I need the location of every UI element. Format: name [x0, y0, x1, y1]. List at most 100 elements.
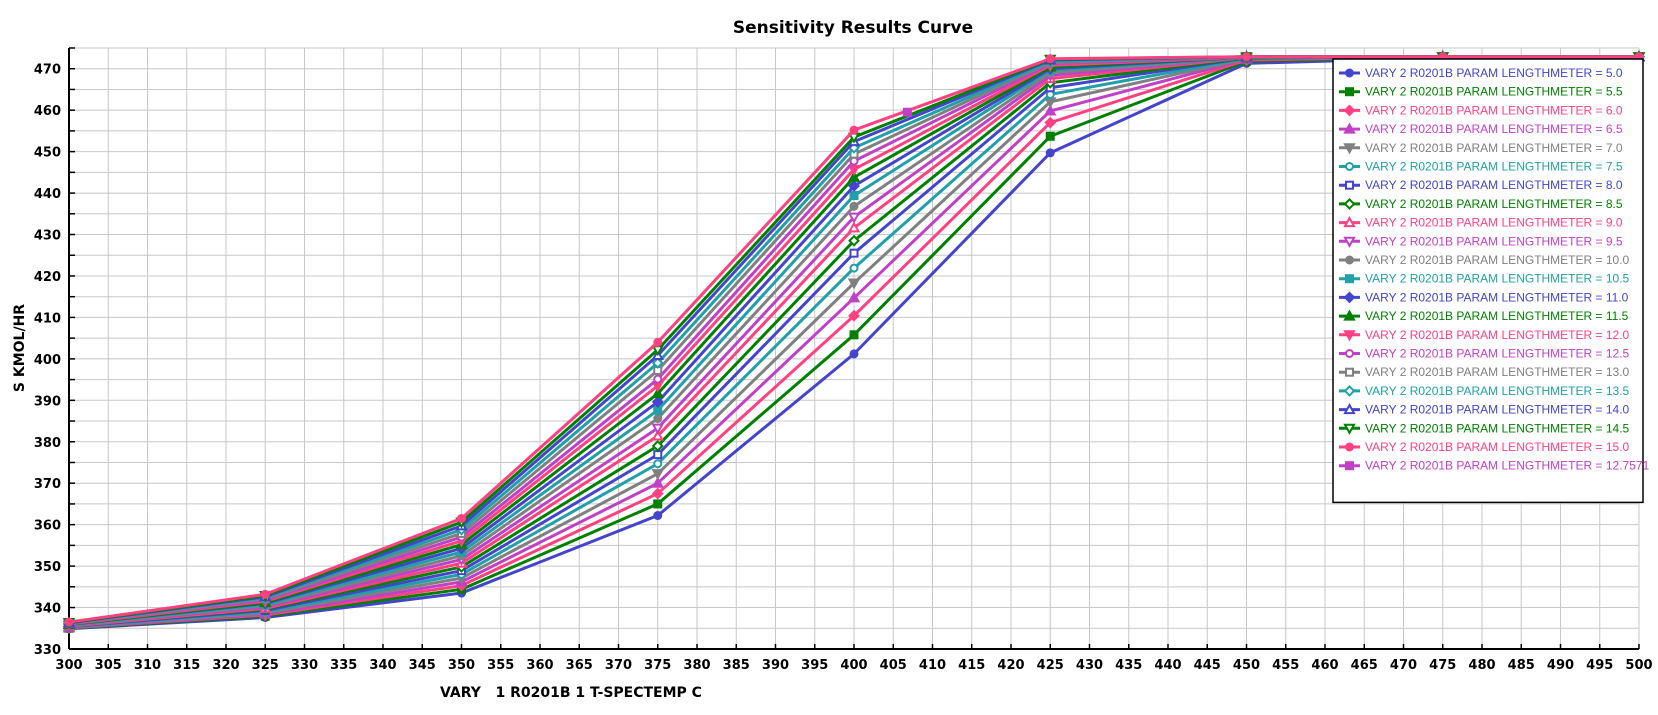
x-tick-label: 420 [997, 658, 1024, 673]
data-point [1045, 148, 1055, 158]
x-tick-label: 340 [369, 658, 396, 673]
x-tick-label: 450 [1233, 658, 1260, 673]
legend-label: VARY 2 R0201B PARAM LENGTHMETER = 11.5 [1365, 309, 1629, 323]
x-tick-label: 500 [1625, 658, 1652, 673]
legend-item: VARY 2 R0201B PARAM LENGTHMETER = 6.0 [1339, 103, 1623, 117]
x-tick-label: 435 [1115, 658, 1142, 673]
data-point [849, 201, 859, 211]
x-tick-label: 485 [1508, 658, 1535, 673]
legend-item: VARY 2 R0201B PARAM LENGTHMETER = 12.757… [1339, 459, 1650, 473]
x-tick-label: 415 [958, 658, 985, 673]
legend-marker [1343, 423, 1356, 435]
legend-label: VARY 2 R0201B PARAM LENGTHMETER = 11.0 [1365, 290, 1629, 304]
legend-item: VARY 2 R0201B PARAM LENGTHMETER = 6.5 [1339, 122, 1623, 136]
data-point [651, 423, 664, 435]
y-tick-label: 360 [34, 519, 61, 534]
y-tick-label: 340 [34, 602, 61, 617]
data-point [847, 170, 861, 182]
legend-marker [1345, 162, 1354, 171]
legend-label: VARY 2 R0201B PARAM LENGTHMETER = 6.0 [1365, 103, 1623, 117]
x-tick-label: 380 [683, 658, 710, 673]
x-tick-label: 320 [212, 658, 239, 673]
y-tick-label: 330 [34, 643, 61, 658]
legend-label: VARY 2 R0201B PARAM LENGTHMETER = 15.0 [1365, 440, 1630, 454]
legend-item: VARY 2 R0201B PARAM LENGTHMETER = 10.0 [1339, 253, 1630, 267]
data-point [1242, 52, 1251, 62]
legend-item: VARY 2 R0201B PARAM LENGTHMETER = 8.0 [1339, 178, 1623, 192]
y-tick-label: 470 [34, 63, 61, 78]
data-point [260, 589, 270, 599]
data-point [849, 248, 859, 258]
legend-label: VARY 2 R0201B PARAM LENGTHMETER = 10.0 [1365, 253, 1630, 267]
data-point [651, 439, 664, 452]
data-point [848, 180, 860, 192]
x-tick-label: 440 [1154, 658, 1181, 673]
data-point [902, 107, 912, 117]
data-point [1045, 131, 1055, 141]
legend-marker [1345, 442, 1354, 452]
x-tick-label: 405 [880, 658, 907, 673]
legend-item: VARY 2 R0201B PARAM LENGTHMETER = 9.0 [1339, 216, 1623, 230]
chart-title: Sensitivity Results Curve [733, 18, 973, 38]
series-layer [62, 50, 1646, 634]
y-axis-title: S KMOL/HR [12, 304, 28, 392]
x-tick-label: 455 [1272, 658, 1299, 673]
legend-label: VARY 2 R0201B PARAM LENGTHMETER = 7.5 [1365, 160, 1623, 174]
legend-label: VARY 2 R0201B PARAM LENGTHMETER = 14.5 [1365, 421, 1630, 435]
x-tick-label: 395 [801, 658, 828, 673]
x-tick-label: 365 [566, 658, 593, 673]
y-tick-label: 450 [34, 146, 61, 161]
legend-marker [1343, 384, 1356, 397]
data-point [1044, 104, 1057, 116]
data-point [848, 309, 860, 322]
data-point [457, 513, 466, 523]
data-point [847, 212, 861, 224]
legend-item: VARY 2 R0201B PARAM LENGTHMETER = 12.0 [1339, 328, 1630, 342]
legend-marker [1345, 367, 1354, 377]
data-point [849, 330, 859, 340]
x-axis-title: VARY 1 R0201B 1 T-SPECTEMP C [440, 685, 702, 701]
data-point [847, 164, 861, 176]
y-tick-label: 460 [34, 104, 61, 119]
y-tick-label: 410 [34, 311, 61, 326]
data-point [849, 349, 859, 359]
legend-marker [1343, 291, 1356, 304]
legend-label: VARY 2 R0201B PARAM LENGTHMETER = 5.5 [1365, 85, 1623, 99]
x-tick-label: 325 [252, 658, 279, 673]
data-point [1045, 54, 1055, 64]
x-tick-label: 385 [723, 658, 750, 673]
x-tick-label: 360 [526, 658, 553, 673]
axes: 300 305 310 315 320 325 330 335 340 345 350 355 360 3… [34, 47, 1653, 673]
x-tick-label: 305 [95, 658, 122, 673]
legend-label: VARY 2 R0201B PARAM LENGTHMETER = 6.5 [1365, 122, 1623, 136]
legend-label: VARY 2 R0201B PARAM LENGTHMETER = 7.0 [1365, 141, 1623, 155]
data-point [847, 221, 861, 233]
legend-label: VARY 2 R0201B PARAM LENGTHMETER = 9.5 [1365, 234, 1623, 248]
data-point [847, 291, 861, 303]
x-tick-label: 315 [173, 658, 200, 673]
legend-marker [1345, 255, 1354, 265]
legend-label: VARY 2 R0201B PARAM LENGTHMETER = 13.0 [1365, 365, 1630, 379]
legend-marker [1343, 309, 1356, 321]
x-tick-label: 475 [1429, 658, 1456, 673]
x-tick-label: 335 [330, 658, 357, 673]
legend-label: VARY 2 R0201B PARAM LENGTHMETER = 8.0 [1365, 178, 1623, 192]
legend-item: VARY 2 R0201B PARAM LENGTHMETER = 11.0 [1339, 290, 1629, 304]
legend-label: VARY 2 R0201B PARAM LENGTHMETER = 13.5 [1365, 384, 1630, 398]
x-tick-label: 330 [291, 658, 318, 673]
legend-label: VARY 2 R0201B PARAM LENGTHMETER = 14.0 [1365, 403, 1630, 417]
data-point [651, 429, 664, 441]
data-point [653, 414, 663, 424]
legend-marker [1343, 216, 1356, 228]
x-tick-label: 410 [919, 658, 946, 673]
data-point [651, 396, 664, 408]
data-point [653, 374, 663, 384]
x-tick-label: 490 [1547, 658, 1574, 673]
y-tick-label: 370 [34, 477, 61, 492]
legend-label: VARY 2 R0201B PARAM LENGTHMETER = 5.0 [1365, 66, 1623, 80]
legend-marker [1345, 87, 1354, 97]
y-tick-label: 400 [34, 353, 61, 368]
y-tick-label: 440 [34, 187, 61, 202]
y-tick-label: 420 [34, 270, 61, 285]
